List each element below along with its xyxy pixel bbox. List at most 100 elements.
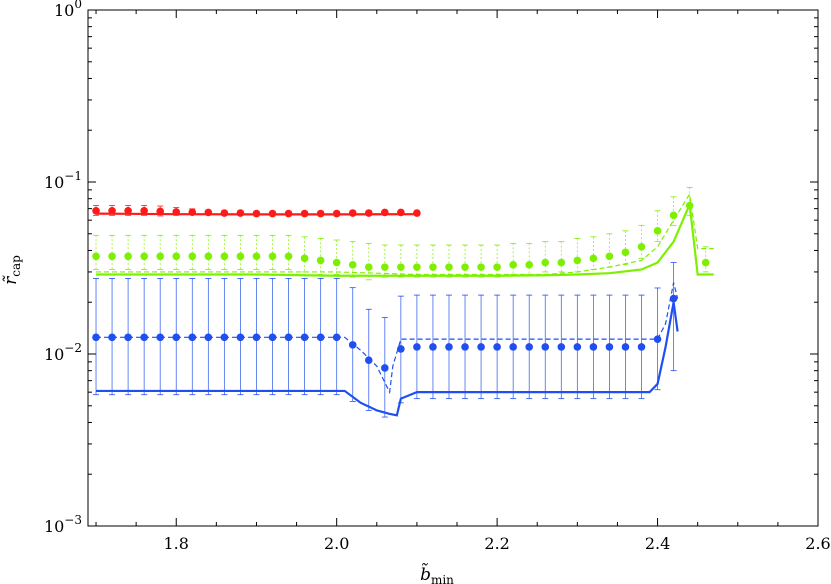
- data-point: [140, 207, 148, 215]
- data-point: [268, 209, 277, 218]
- data-point: [637, 343, 646, 351]
- data-point: [140, 252, 148, 261]
- data-point: [300, 254, 309, 263]
- data-point: [364, 356, 373, 365]
- data-point: [316, 209, 325, 218]
- data-point: [461, 343, 469, 351]
- y-tick-label: 100: [54, 0, 82, 20]
- x-tick-label: 2.0: [324, 534, 349, 553]
- data-point: [397, 263, 405, 271]
- data-point: [653, 335, 662, 343]
- y-tick-label: 10−3: [44, 513, 82, 536]
- data-point: [204, 208, 213, 217]
- data-point: [557, 258, 566, 267]
- y-tick-label-base: 10: [44, 517, 64, 536]
- data-point: [701, 258, 710, 267]
- data-point: [397, 345, 405, 353]
- data-point: [108, 252, 116, 261]
- data-point: [236, 209, 245, 217]
- data-point: [509, 343, 517, 351]
- data-point: [573, 343, 582, 351]
- data-point: [381, 208, 389, 217]
- data-point: [332, 258, 341, 267]
- data-point: [573, 256, 582, 265]
- data-point: [413, 209, 421, 217]
- data-point: [525, 261, 534, 269]
- data-point: [236, 333, 245, 342]
- data-point: [252, 252, 261, 261]
- y-tick-label: 10−1: [44, 169, 82, 192]
- data-point: [124, 207, 132, 215]
- data-point: [348, 209, 357, 217]
- data-point: [284, 333, 293, 342]
- data-point: [284, 252, 293, 261]
- data-point: [156, 252, 164, 261]
- data-point: [348, 341, 357, 349]
- data-point: [413, 263, 421, 271]
- data-point: [621, 248, 630, 257]
- data-point: [557, 343, 566, 351]
- data-point: [252, 333, 261, 342]
- data-point: [188, 333, 197, 342]
- data-point: [140, 333, 148, 342]
- data-point: [300, 333, 309, 342]
- series-2: [92, 262, 679, 418]
- data-point: [364, 263, 373, 271]
- data-point: [332, 209, 341, 218]
- data-point: [381, 263, 389, 271]
- data-point: [268, 333, 277, 342]
- data-point: [268, 252, 277, 261]
- series-1: [92, 187, 714, 281]
- plot-background: [88, 10, 818, 526]
- data-point: [541, 343, 550, 351]
- data-point: [477, 263, 485, 271]
- data-point: [589, 254, 598, 263]
- data-point: [236, 252, 245, 261]
- data-point: [381, 364, 389, 372]
- data-point: [172, 252, 181, 261]
- data-point: [172, 208, 181, 216]
- data-point: [284, 209, 293, 218]
- series-2-solid-line: [96, 302, 679, 417]
- data-point: [332, 333, 341, 342]
- data-point: [156, 333, 164, 342]
- data-point: [316, 256, 325, 265]
- x-tick-label: 2.4: [645, 534, 670, 553]
- data-point: [92, 333, 100, 342]
- data-point: [397, 208, 405, 217]
- data-point: [316, 333, 325, 342]
- data-point: [364, 209, 373, 217]
- y-tick-label-exponent: −2: [64, 341, 82, 355]
- y-tick-label-exponent: −1: [64, 169, 82, 183]
- data-point: [493, 343, 501, 351]
- data-point: [653, 227, 662, 235]
- x-tick-label: 2.2: [484, 534, 509, 553]
- x-tick-label: 2.6: [805, 534, 830, 553]
- data-point: [621, 343, 630, 351]
- data-point: [493, 263, 501, 271]
- data-point: [445, 263, 453, 271]
- data-point: [685, 201, 694, 210]
- data-point: [461, 263, 469, 271]
- x-axis-label: b̃min: [420, 563, 454, 584]
- data-point: [669, 294, 678, 303]
- series-0: [92, 205, 421, 218]
- data-point: [92, 252, 100, 261]
- x-tick-label: 1.8: [164, 534, 189, 553]
- data-point: [445, 343, 453, 351]
- data-point: [637, 243, 646, 251]
- y-tick-label-base: 10: [44, 345, 64, 364]
- data-point: [589, 343, 598, 351]
- data-point: [220, 333, 229, 342]
- data-point: [348, 261, 357, 269]
- data-point: [156, 207, 164, 216]
- y-axis-label-sub: cap: [9, 255, 23, 277]
- series-layer: [92, 187, 714, 418]
- series-1-dashed-line: [96, 192, 714, 276]
- data-point: [124, 333, 132, 342]
- data-point: [220, 252, 229, 261]
- data-point: [220, 209, 229, 217]
- data-point: [605, 252, 614, 261]
